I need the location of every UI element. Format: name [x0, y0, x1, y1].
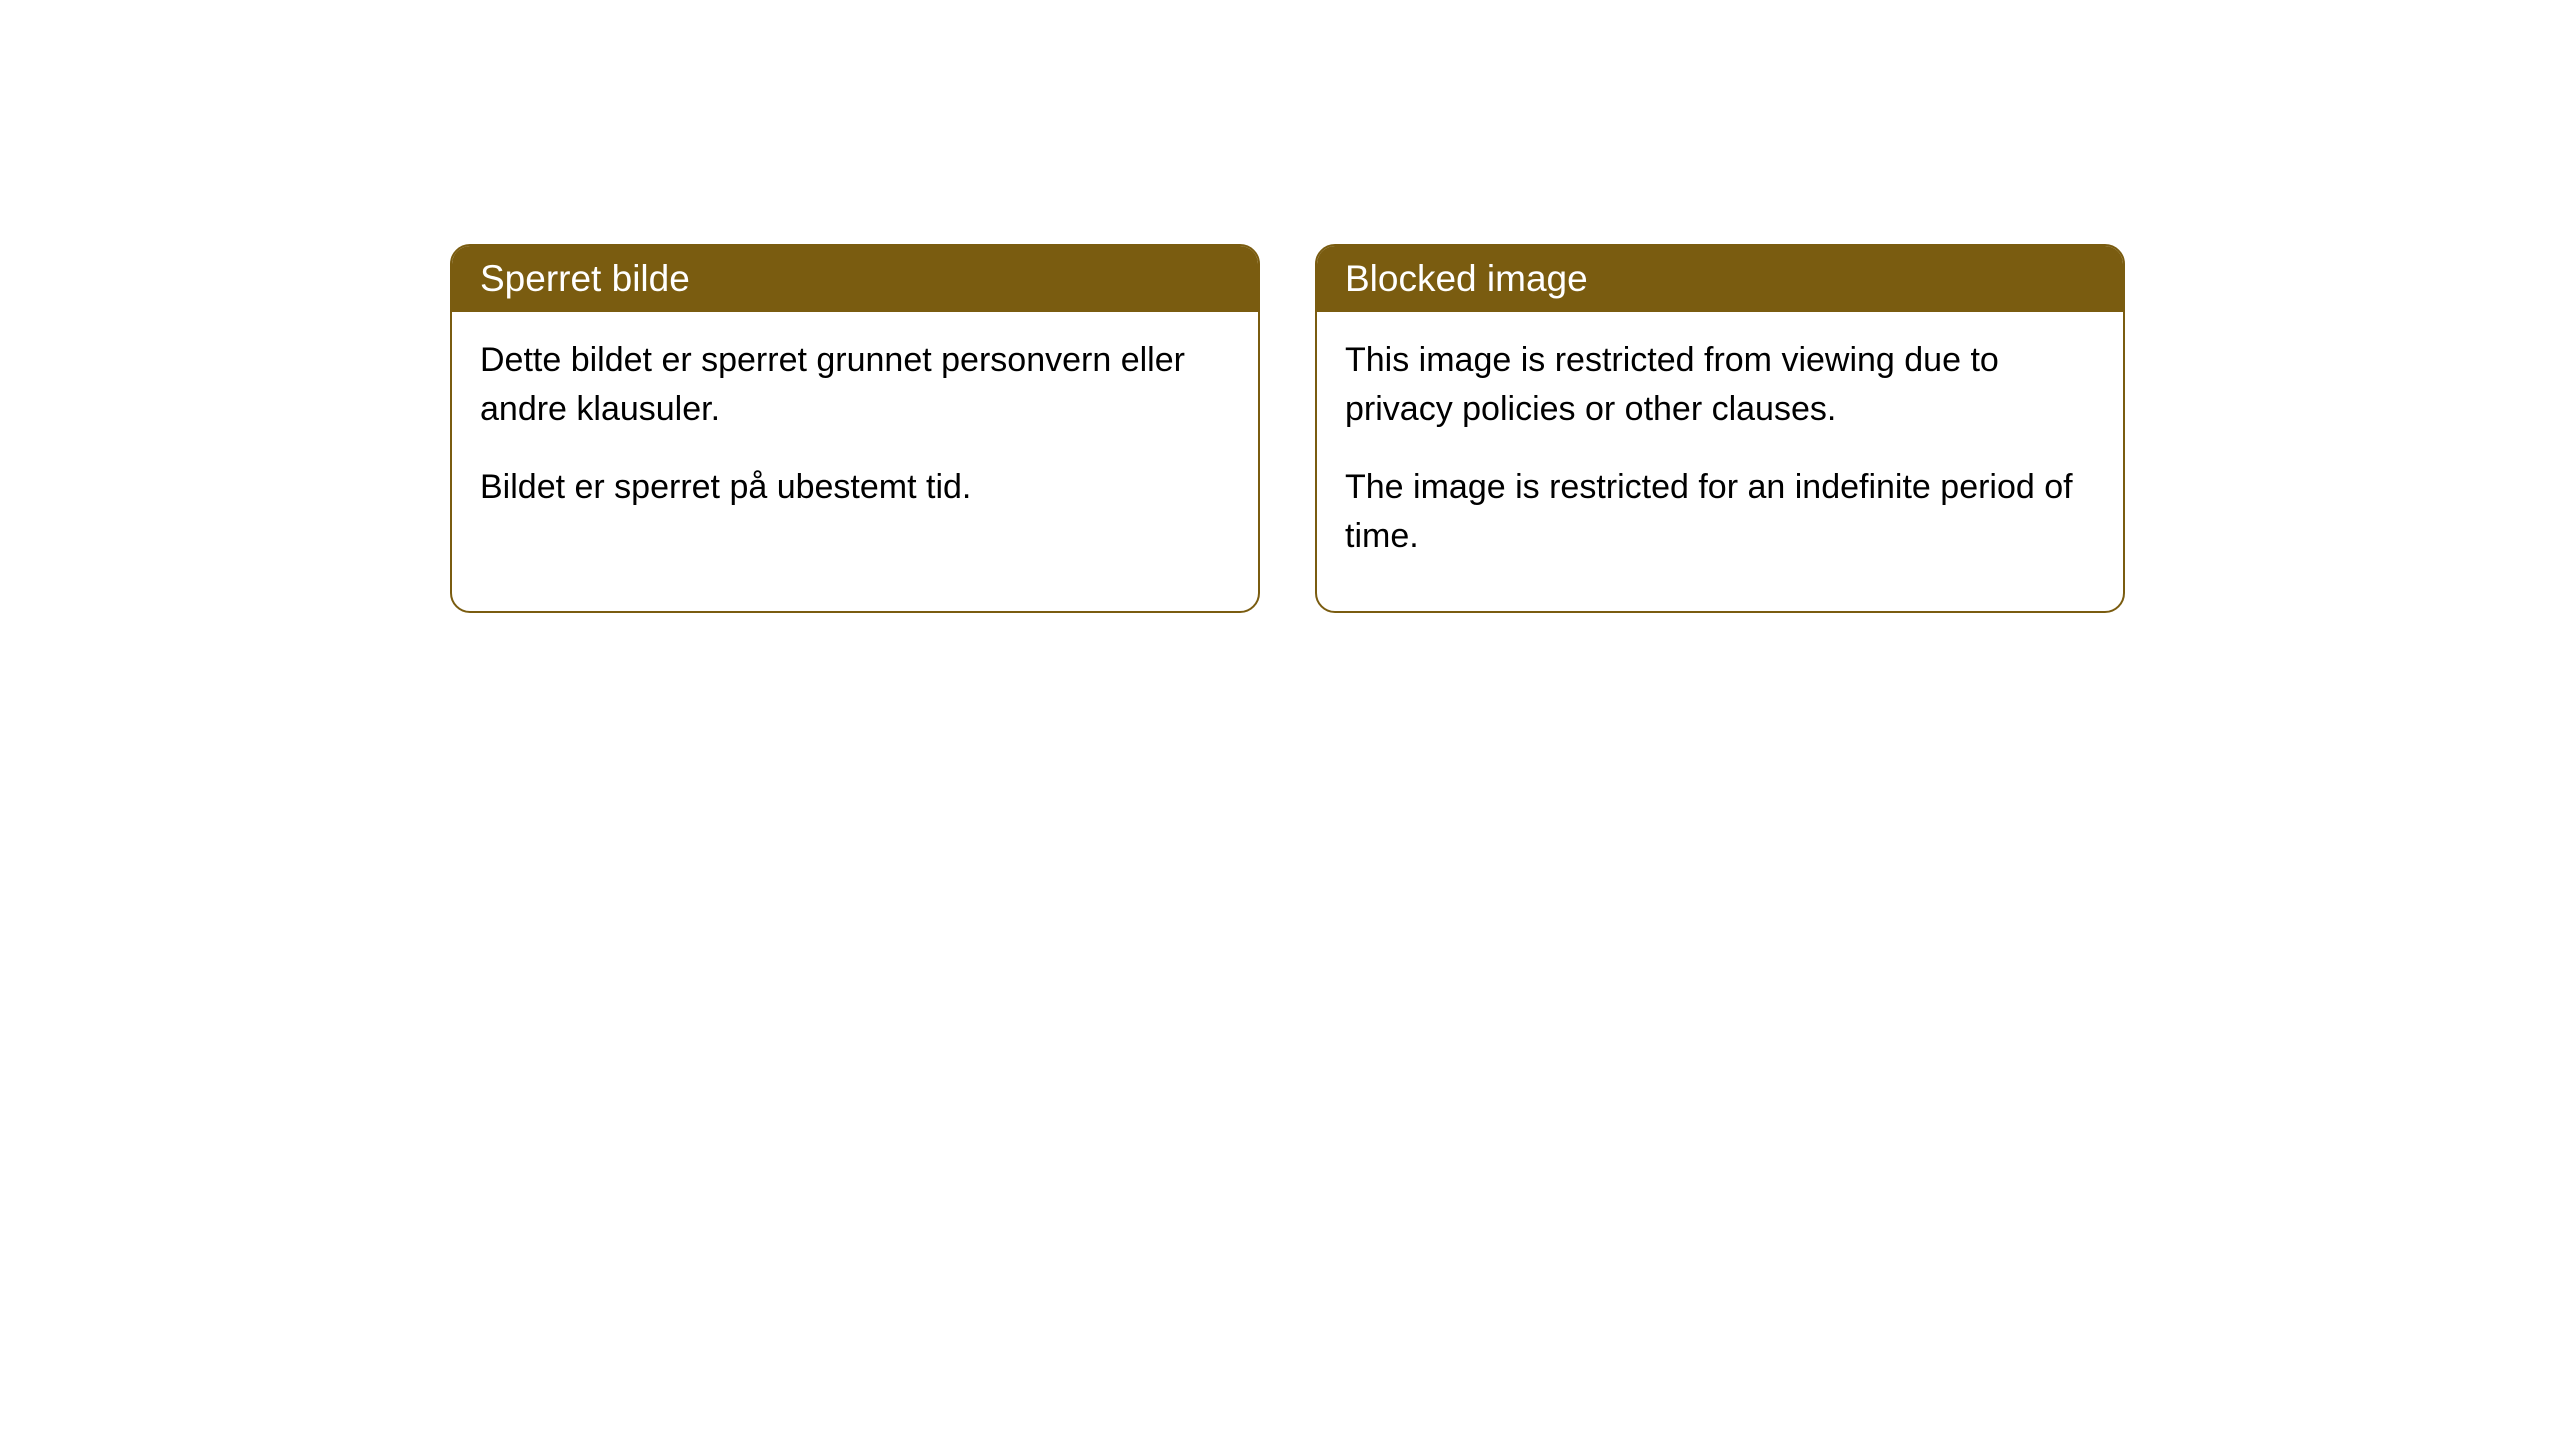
card-body-norwegian: Dette bildet er sperret grunnet personve…	[452, 312, 1258, 562]
card-paragraph: The image is restricted for an indefinit…	[1345, 463, 2095, 562]
notice-card-norwegian: Sperret bilde Dette bildet er sperret gr…	[450, 244, 1260, 613]
card-paragraph: Bildet er sperret på ubestemt tid.	[480, 463, 1230, 512]
card-body-english: This image is restricted from viewing du…	[1317, 312, 2123, 611]
card-header-english: Blocked image	[1317, 246, 2123, 312]
card-title: Sperret bilde	[480, 258, 690, 299]
card-header-norwegian: Sperret bilde	[452, 246, 1258, 312]
notice-card-english: Blocked image This image is restricted f…	[1315, 244, 2125, 613]
card-paragraph: Dette bildet er sperret grunnet personve…	[480, 336, 1230, 435]
notice-cards-container: Sperret bilde Dette bildet er sperret gr…	[450, 244, 2125, 613]
card-paragraph: This image is restricted from viewing du…	[1345, 336, 2095, 435]
card-title: Blocked image	[1345, 258, 1588, 299]
